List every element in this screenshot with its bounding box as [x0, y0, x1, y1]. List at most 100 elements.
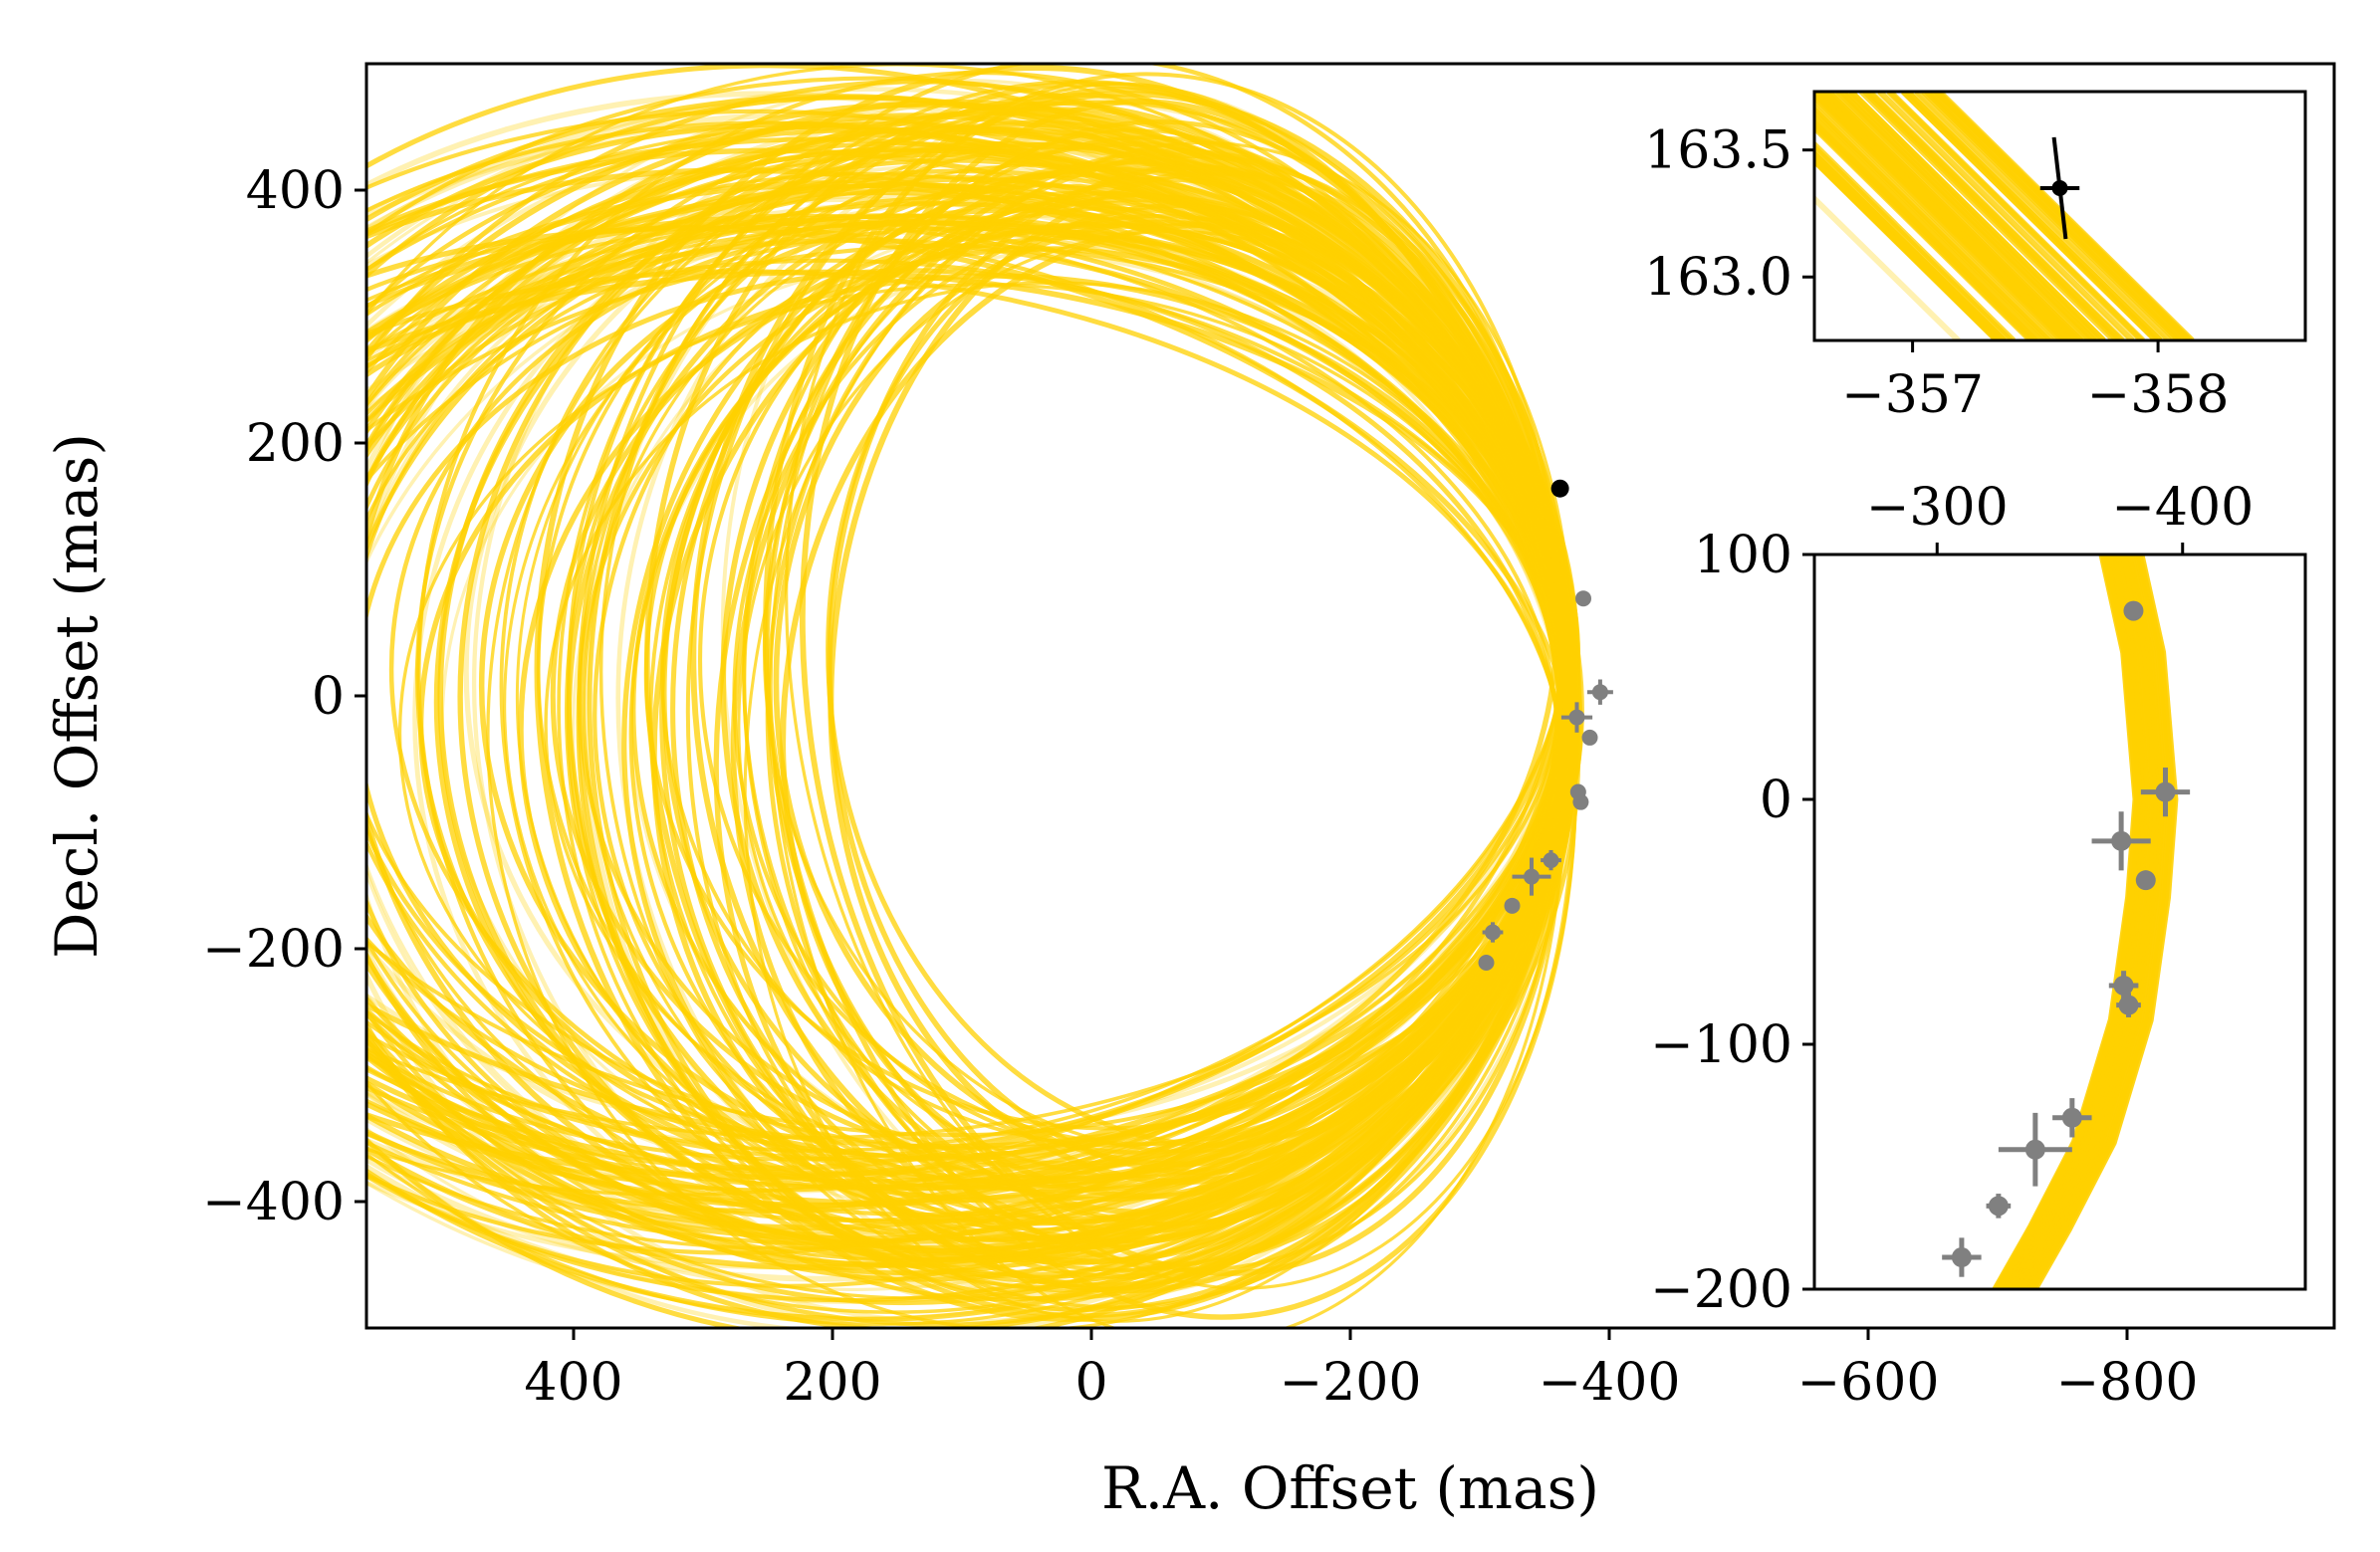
measurement-point — [1541, 849, 1561, 871]
orbit-track — [1814, 149, 2007, 340]
measurement-point — [1482, 922, 1504, 943]
orbit-track — [1839, 92, 2097, 340]
measurement-point — [1560, 702, 1593, 733]
orbit-track — [1877, 92, 2135, 340]
orbit-track — [1937, 92, 2195, 340]
orbit-track — [1814, 121, 2035, 340]
x-tick-label: −600 — [1797, 1353, 1940, 1413]
orbit-track — [1886, 92, 2144, 340]
main-x-axis-ticks: 400 200 0 −200 −400 −600 −800 — [524, 1328, 2198, 1413]
orbit-track — [1821, 92, 2079, 340]
orbit-track — [1815, 92, 2073, 340]
main-plot-panel: 400 200 0 −200 −400 −600 −800 400 200 0 −200 −400 — [202, 62, 2336, 1413]
measurement-point — [2108, 971, 2139, 1000]
x-tick-label: 200 — [783, 1353, 881, 1413]
y-tick-label: 163.0 — [1644, 248, 1792, 308]
x-tick-label: −800 — [2056, 1353, 2199, 1413]
measurement-point — [1586, 679, 1613, 705]
orbit-track — [1844, 92, 2102, 340]
measurement-point — [1504, 897, 1521, 914]
inset-top-measurement — [2039, 136, 2080, 240]
orbit-track — [1814, 139, 2016, 340]
y-axis-title: Decl. Offset (mas) — [43, 433, 111, 959]
inset-top-y-axis-ticks: 163.0 163.5 — [1644, 121, 1814, 308]
orbit-track — [1814, 93, 2064, 340]
orbit-track — [366, 199, 1576, 1249]
inset-top-orbit-tracks — [1814, 92, 2195, 340]
y-tick-label: −400 — [202, 1173, 345, 1232]
inset-top-panel: −357 −358 163.0 163.5 — [1644, 90, 2307, 425]
x-tick-label: −400 — [2111, 478, 2254, 538]
y-tick-label: 200 — [246, 414, 345, 474]
measurement-point — [1581, 729, 1598, 746]
orbit-track — [769, 128, 1566, 1328]
x-tick-label: 0 — [1074, 1353, 1107, 1413]
x-axis-title: R.A. Offset (mas) — [1101, 1454, 1599, 1522]
inset-bottom-measurements — [1940, 600, 2191, 1326]
orbit-track — [1914, 92, 2172, 340]
orbit-track — [1835, 92, 2093, 340]
x-tick-label: −358 — [2087, 365, 2230, 425]
measurement-point — [2052, 1098, 2092, 1138]
y-tick-label: −200 — [202, 920, 345, 980]
y-tick-label: 400 — [246, 161, 345, 221]
measurement-point — [1998, 1112, 2072, 1187]
measurement-point — [2123, 600, 2144, 621]
orbit-track — [1867, 92, 2125, 340]
orbit-track — [1991, 554, 2142, 1289]
inset-bottom-panel: −300 −400 100 0 −100 −200 — [1650, 478, 2307, 1326]
orbit-track — [1814, 194, 1961, 340]
current-position-point — [1550, 479, 1569, 498]
measurement-point — [1572, 793, 1589, 810]
orbit-track — [800, 99, 1570, 1276]
inset-bottom-frame — [1812, 553, 2307, 1291]
measurement-point — [2116, 993, 2141, 1017]
x-tick-label: −300 — [1866, 478, 2009, 538]
orbit-track — [1930, 92, 2188, 340]
y-tick-label: 163.5 — [1644, 121, 1792, 181]
orbit-track — [1905, 92, 2163, 340]
orbit-track — [1814, 92, 2070, 340]
measurement-point — [2140, 768, 2191, 817]
y-tick-label: −200 — [1650, 1260, 1792, 1320]
inset-bottom-x-axis-ticks: −300 −400 — [1866, 478, 2254, 554]
orbit-track — [1921, 92, 2179, 340]
main-y-axis-ticks: 400 200 0 −200 −400 — [202, 161, 366, 1232]
orbit-track — [1822, 92, 2081, 340]
orbit-track — [366, 125, 1574, 1320]
inset-bottom-y-axis-ticks: 100 0 −100 −200 — [1650, 526, 1814, 1320]
inset-top-x-axis-ticks: −357 −358 — [1841, 340, 2230, 425]
measurement-point — [1575, 590, 1591, 607]
y-tick-label: −100 — [1650, 1015, 1792, 1075]
orbit-track — [1814, 106, 2051, 340]
orbit-track — [1814, 101, 2056, 340]
measurement-point — [2135, 870, 2156, 891]
orbit-track — [1862, 92, 2120, 340]
y-tick-label: 100 — [1694, 526, 1792, 585]
measurement-point — [1478, 954, 1495, 971]
measurement-points — [1478, 590, 1613, 971]
orbit-track — [366, 94, 1580, 1230]
measurement-point — [2039, 136, 2080, 240]
x-tick-label: −200 — [1280, 1353, 1422, 1413]
orbit-track — [1910, 92, 2168, 340]
x-tick-label: 400 — [524, 1353, 622, 1413]
orbit-track — [1923, 92, 2182, 340]
measurement-point — [1986, 1194, 2012, 1219]
y-tick-label: 0 — [1760, 771, 1792, 830]
orbit-track — [1814, 123, 2033, 340]
x-tick-label: −400 — [1539, 1353, 1681, 1413]
inset-bottom-orbit-tracks — [1991, 554, 2179, 1289]
x-tick-label: −357 — [1841, 365, 1984, 425]
measurement-point — [1942, 1237, 1982, 1277]
measurement-point — [2091, 811, 2151, 871]
y-tick-label: 0 — [312, 667, 345, 727]
orbit-track — [1814, 112, 2043, 340]
orbit-tracks — [366, 64, 1584, 1328]
measurement-point — [1940, 1306, 1960, 1326]
measurement-point — [1512, 857, 1551, 896]
orbit-track — [1871, 92, 2129, 340]
orbit-track — [1814, 156, 2000, 340]
orbit-track — [440, 249, 1578, 1223]
